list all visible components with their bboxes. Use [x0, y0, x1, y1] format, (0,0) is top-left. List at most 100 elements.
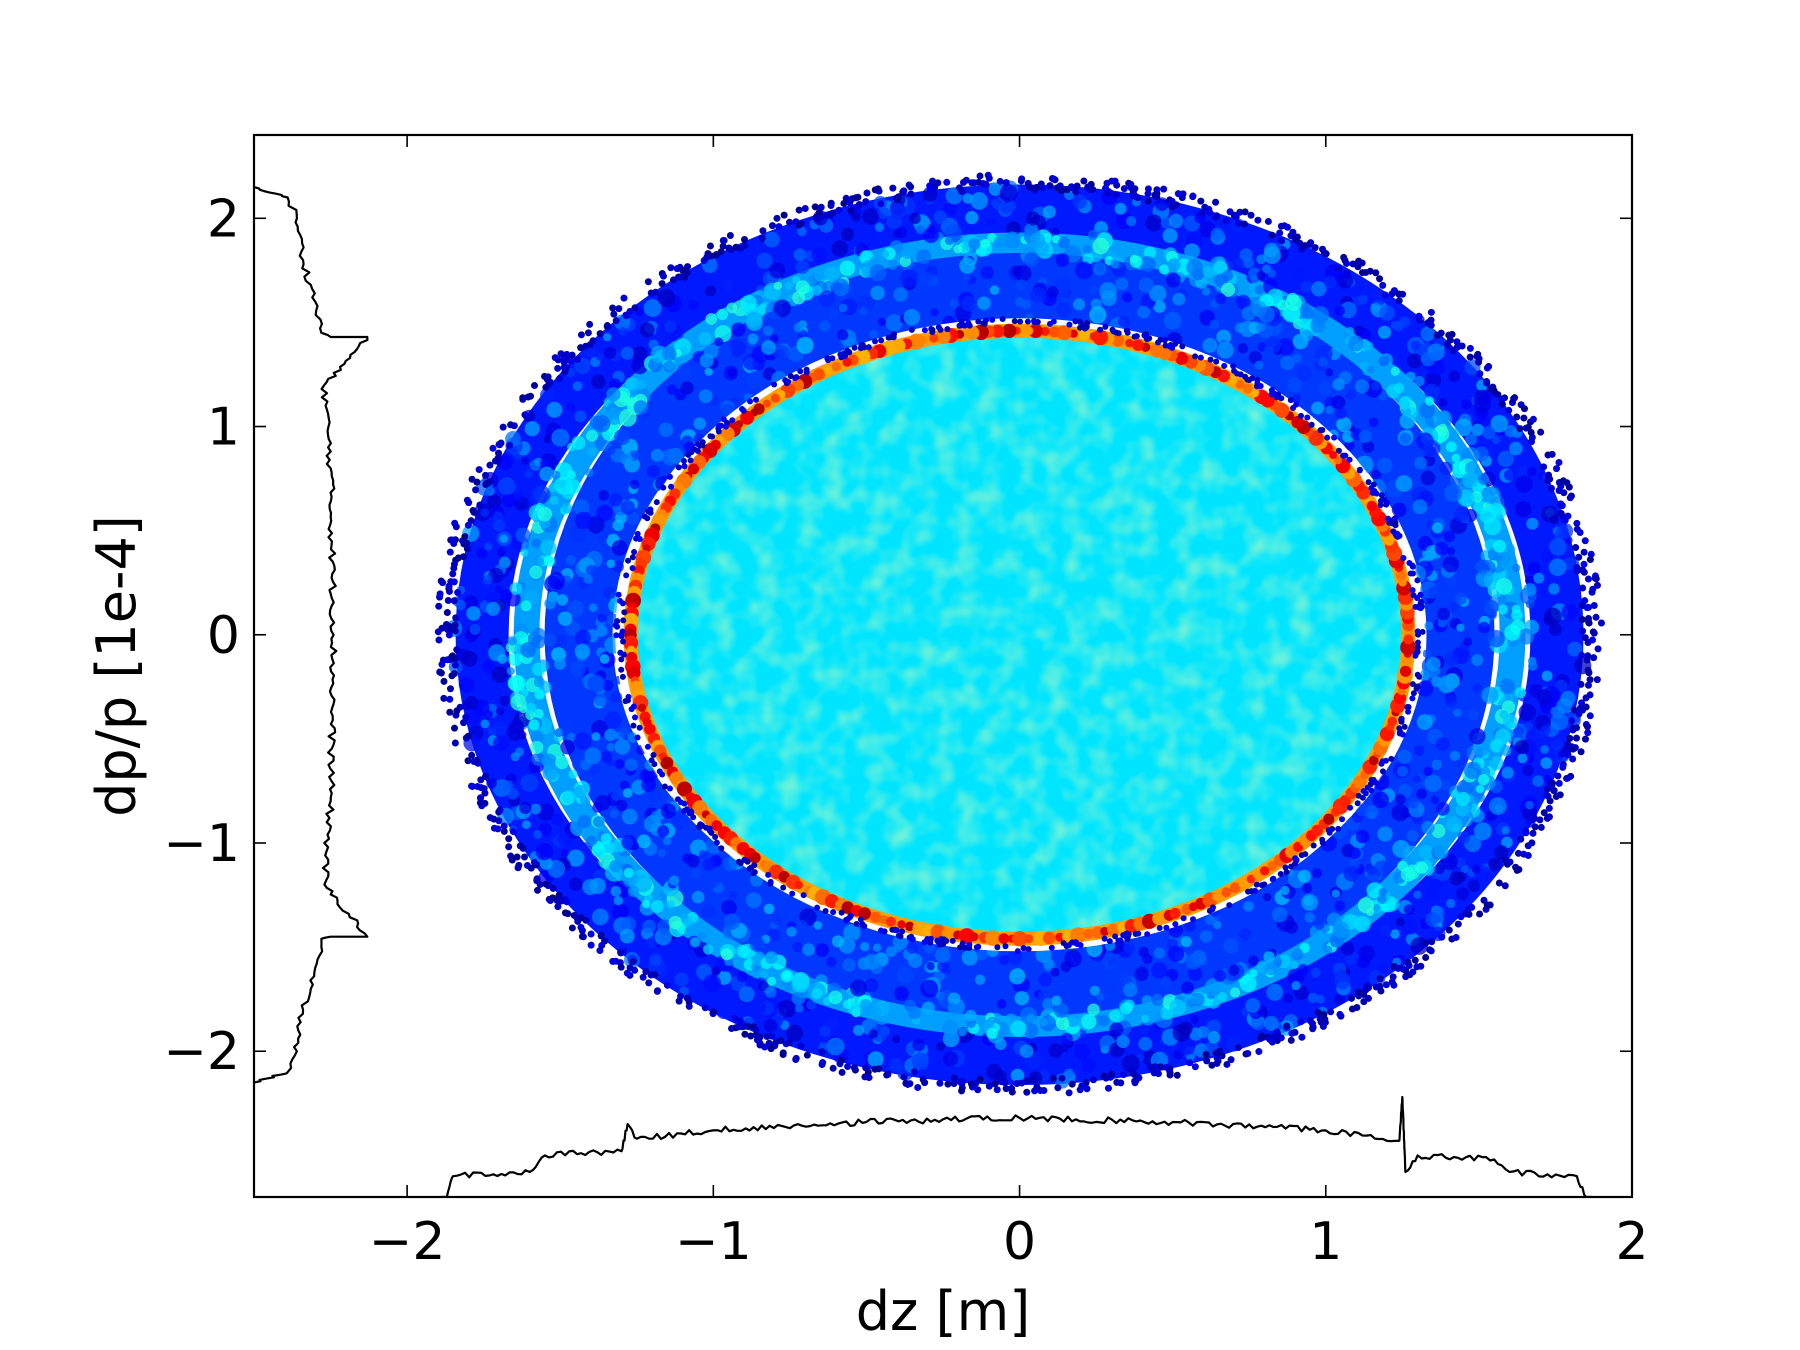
gap-particle [668, 483, 675, 490]
halo-speckle [691, 890, 705, 904]
halo-particle [1514, 849, 1522, 857]
halo-speckle [1129, 255, 1143, 269]
halo-speckle [589, 877, 606, 895]
halo-speckle [851, 212, 861, 222]
halo-particle [1517, 835, 1525, 843]
halo-particle [815, 208, 823, 216]
gap-particle [1365, 479, 1372, 486]
halo-speckle [520, 600, 532, 612]
halo-particle [1360, 998, 1368, 1006]
halo-speckle [760, 999, 779, 1018]
halo-particle [1437, 329, 1445, 337]
halo-speckle [1311, 868, 1322, 879]
halo-particle [451, 724, 458, 732]
halo-speckle [1509, 441, 1523, 456]
halo-speckle [1258, 306, 1275, 323]
halo-particle [568, 351, 576, 359]
gap-particle [1221, 362, 1228, 369]
gap-particle [718, 422, 725, 429]
core-edge-hotspot [842, 357, 852, 367]
gap-particle [935, 938, 942, 945]
halo-speckle [530, 730, 544, 744]
halo-speckle [1157, 252, 1166, 261]
core-edge-hotspot [1246, 874, 1256, 884]
halo-particle [959, 178, 967, 186]
halo-speckle [1525, 800, 1534, 810]
halo-speckle [693, 417, 706, 430]
gap-particle [619, 673, 626, 680]
halo-particle [1276, 229, 1284, 237]
halo-speckle [592, 414, 611, 433]
halo-speckle [1451, 453, 1461, 463]
halo-speckle [635, 379, 646, 390]
gap-particle [899, 928, 906, 935]
halo-speckle [463, 708, 481, 727]
halo-particle [587, 930, 595, 938]
halo-speckle [811, 988, 823, 1000]
halo-particle [1584, 681, 1592, 689]
core-edge-hotspot [904, 921, 915, 932]
halo-speckle [537, 506, 553, 522]
halo-particle [1584, 575, 1592, 583]
halo-particle [889, 184, 897, 192]
halo-particle [750, 1023, 758, 1031]
halo-particle [795, 206, 803, 214]
gap-particle [1335, 825, 1342, 832]
halo-particle [759, 227, 767, 235]
halo-speckle [561, 502, 573, 514]
halo-speckle [679, 346, 688, 355]
halo-particle [1559, 763, 1567, 771]
halo-particle [1586, 556, 1594, 564]
halo-particle [1511, 394, 1519, 402]
halo-speckle [1147, 1027, 1163, 1043]
gap-particle [1115, 937, 1122, 944]
halo-speckle [625, 377, 639, 391]
halo-speckle [666, 384, 678, 395]
halo-speckle [1019, 1044, 1034, 1058]
halo-particle [1580, 548, 1588, 556]
halo-speckle [677, 363, 692, 378]
halo-particle [677, 992, 685, 1000]
halo-speckle [1089, 306, 1107, 324]
halo-particle [587, 941, 595, 949]
gap-particle [908, 326, 915, 333]
halo-speckle [606, 387, 621, 402]
halo-speckle [1105, 215, 1117, 226]
gap-particle [944, 326, 951, 333]
gap-particle [1077, 324, 1084, 331]
halo-speckle [1501, 766, 1514, 779]
halo-speckle [961, 296, 977, 312]
halo-speckle [609, 809, 620, 819]
halo-speckle [961, 949, 978, 966]
halo-speckle [1245, 998, 1261, 1013]
halo-speckle [1379, 305, 1395, 321]
halo-speckle [900, 269, 918, 288]
halo-speckle [1515, 687, 1527, 699]
halo-speckle [1567, 641, 1583, 657]
gap-particle [1226, 902, 1233, 909]
halo-speckle [621, 808, 638, 825]
halo-speckle [716, 1004, 731, 1020]
halo-particle [1112, 191, 1120, 199]
halo-speckle [1178, 1038, 1195, 1056]
halo-speckle [1550, 712, 1569, 731]
halo-speckle [657, 848, 666, 858]
core-edge-hotspot [1100, 926, 1110, 936]
gap-particle [1082, 325, 1089, 332]
halo-particle [568, 924, 576, 932]
gap-particle [629, 565, 636, 572]
halo-speckle [1357, 955, 1371, 969]
halo-particle [1529, 415, 1537, 423]
halo-particle [554, 364, 562, 372]
halo-speckle [531, 635, 546, 649]
halo-particle [542, 880, 550, 888]
halo-speckle [682, 853, 693, 864]
halo-speckle [574, 866, 587, 879]
halo-particle [577, 923, 585, 931]
halo-speckle [792, 291, 806, 305]
halo-speckle [1445, 816, 1463, 833]
halo-speckle [567, 849, 585, 867]
halo-particle [758, 234, 766, 242]
halo-particle [1446, 336, 1454, 344]
halo-particle [561, 909, 569, 917]
